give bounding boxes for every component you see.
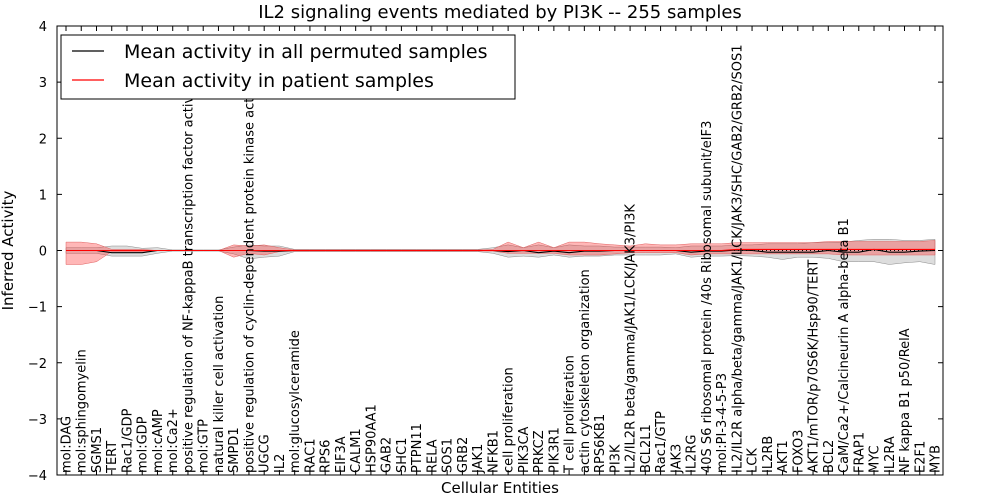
- band-permuted: [65, 239, 936, 265]
- x-tick-label: JAK1: [471, 444, 486, 474]
- legend-label: Mean activity in all permuted samples: [124, 41, 487, 63]
- x-tick-label: positive regulation of cyclin-dependent …: [242, 70, 257, 473]
- x-tick-label: SHC1: [395, 438, 410, 473]
- legend-label: Mean activity in patient samples: [124, 70, 434, 92]
- x-tick-label: IL2/IL2R alpha/beta/gamma/JAK1/LCK/JAK3/…: [730, 44, 745, 473]
- x-tick-label: BCL2L1: [639, 424, 654, 473]
- x-tick-label: GAB2: [380, 437, 395, 473]
- line-patient: [66, 248, 935, 252]
- x-tick-label: mol:DAG: [60, 416, 75, 473]
- x-tick-label: mol:PI-3-4-5-P3: [715, 373, 730, 473]
- x-tick-label: natural killer cell activation: [212, 296, 227, 473]
- x-tick-label: FOXO3: [791, 430, 806, 473]
- x-tick-label: NFKB1: [486, 430, 501, 473]
- x-tick-label: E2F1: [913, 441, 928, 473]
- x-tick-label: RPS6: [319, 440, 334, 473]
- series-lines: [66, 248, 936, 254]
- x-tick-label: PTPN11: [410, 423, 425, 473]
- x-tick-label: AKT1: [776, 440, 791, 473]
- x-tick-label: UGCG: [258, 434, 273, 473]
- x-tick-label: CALM1: [349, 428, 364, 473]
- x-tick-label: mol:GTP: [197, 419, 212, 473]
- x-tick-label: BCL2: [822, 440, 837, 473]
- x-tick-label: IL2/IL2R beta/gamma/JAK1/LCK/JAK3/PI3K: [624, 204, 639, 473]
- x-axis-label: Cellular Entities: [441, 479, 559, 497]
- x-tick-label: RPS6KB1: [593, 414, 608, 473]
- y-tick-label: 2: [39, 132, 47, 147]
- x-tick-label: FRAP1: [852, 432, 867, 473]
- x-tick-label: MYC: [868, 445, 883, 473]
- x-tick-label: PIK3CA: [517, 426, 532, 473]
- y-tick-label: −3: [28, 413, 47, 428]
- x-tick-label: 40S S6 ribosomal protein /40s Ribosomal …: [700, 121, 715, 473]
- x-tick-label: mol:Ca2+: [166, 408, 181, 473]
- x-tick-label: T cell proliferation: [563, 355, 578, 474]
- y-tick-label: 1: [39, 188, 47, 203]
- x-tick-label: MYB: [929, 445, 944, 473]
- y-tick-label: −2: [28, 357, 47, 372]
- x-tick-label: PRKCZ: [532, 430, 547, 473]
- y-tick-label: 0: [39, 245, 47, 260]
- x-tick-label: mol:sphingomyelin: [75, 349, 90, 473]
- x-tick-label: LCK: [746, 448, 761, 473]
- x-tick-label: JAK3: [669, 444, 684, 474]
- y-tick-label: −1: [28, 301, 47, 316]
- y-tick-label: −4: [28, 469, 47, 484]
- x-tick-label: EIF3A: [334, 436, 349, 473]
- x-tick-label: Rac1/GDP: [121, 408, 136, 473]
- x-tick-label: TERT: [105, 441, 120, 474]
- y-tick-label: 3: [39, 76, 47, 91]
- legend: Mean activity in all permuted samples Mea…: [60, 34, 516, 100]
- x-tick-label: mol:GDP: [136, 416, 151, 473]
- x-tick-label: AKT1/mTOR/p70S6K/Hsp90/TERT: [807, 260, 822, 473]
- x-tick-label: SMPD1: [227, 427, 242, 473]
- x-tick-label: PI3K: [608, 444, 623, 473]
- y-axis: −4 −3 −2 −1 0 1 2 3 4: [28, 20, 943, 484]
- x-tick-label: IL2RB: [761, 436, 776, 473]
- x-axis: mol:DAG mol:sphingomyelin SGMS1 TERT Rac1/GD…: [60, 26, 944, 475]
- x-tick-label: mol:glucosylceramide: [288, 330, 303, 473]
- x-tick-label: IL2RA: [883, 436, 898, 473]
- x-tick-label: IL2: [273, 454, 288, 473]
- x-tick-label: positive regulation of NF-kappaB transcr…: [182, 79, 197, 473]
- band-patient: [65, 240, 936, 265]
- y-tick-label: 4: [39, 20, 47, 35]
- y-axis-label: Inferred Activity: [0, 190, 17, 310]
- x-tick-label: RAC1: [303, 438, 318, 473]
- legend-box: [60, 34, 516, 100]
- x-tick-label: GRB2: [456, 437, 471, 473]
- x-tick-label: HSP90AA1: [364, 404, 379, 473]
- x-tick-label: RELA: [425, 439, 440, 473]
- x-tick-label: SOS1: [441, 438, 456, 473]
- x-tick-label: Rac1/GTP: [654, 411, 669, 473]
- x-tick-label: NF kappa B1 p50/RelA: [898, 328, 913, 473]
- x-tick-label: mol:cAMP: [151, 409, 166, 473]
- x-tick-label: cell proliferation: [502, 367, 517, 473]
- x-tick-label: SGMS1: [90, 427, 105, 473]
- x-tick-label: PIK3R1: [547, 427, 562, 473]
- confidence-bands: [65, 239, 936, 265]
- x-tick-label: actin cytoskeleton organization: [578, 269, 593, 473]
- chart-title: IL2 signaling events mediated by PI3K --…: [258, 2, 742, 23]
- x-tick-label: CaM/Ca2+/Calcineurin A alpha-beta B1: [837, 218, 852, 473]
- x-tick-label: IL2RG: [685, 435, 700, 473]
